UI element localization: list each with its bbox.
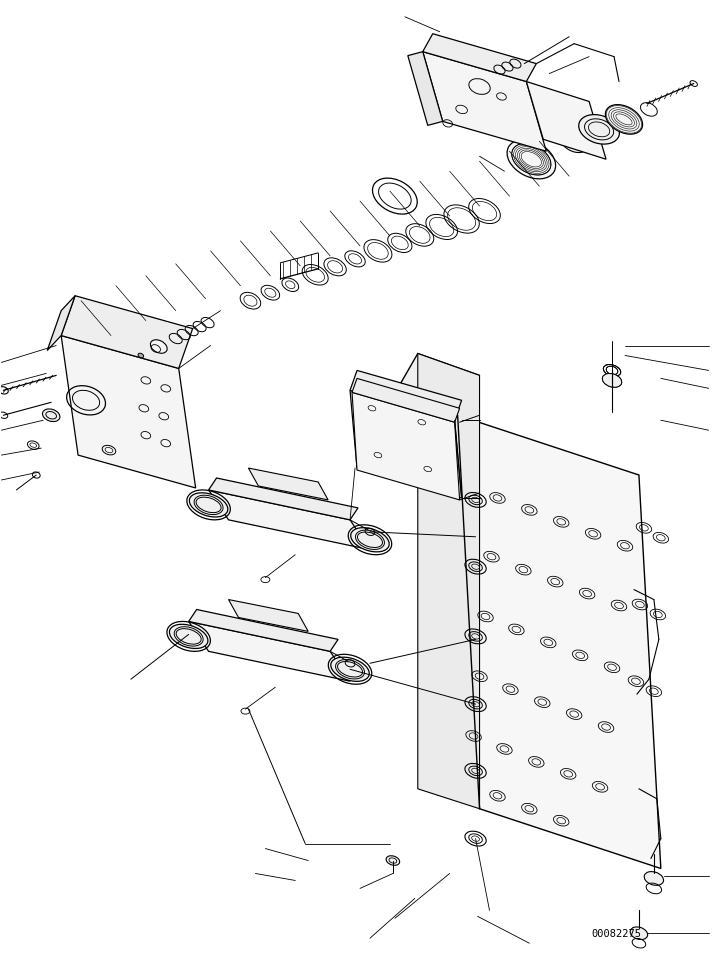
Polygon shape: [423, 52, 547, 151]
Ellipse shape: [630, 927, 648, 940]
Polygon shape: [352, 378, 460, 422]
Ellipse shape: [560, 130, 588, 152]
Text: 00082275: 00082275: [591, 929, 641, 939]
Polygon shape: [423, 34, 536, 81]
Polygon shape: [248, 468, 328, 500]
Ellipse shape: [579, 115, 619, 144]
Polygon shape: [350, 390, 461, 498]
Polygon shape: [408, 52, 443, 125]
Polygon shape: [188, 622, 350, 681]
Polygon shape: [352, 393, 460, 500]
Polygon shape: [209, 490, 370, 550]
Polygon shape: [458, 415, 661, 869]
Ellipse shape: [605, 104, 643, 134]
Ellipse shape: [602, 374, 622, 387]
Polygon shape: [228, 600, 308, 631]
Polygon shape: [47, 296, 75, 351]
Polygon shape: [188, 609, 338, 651]
Ellipse shape: [138, 354, 144, 357]
Ellipse shape: [507, 140, 556, 179]
Ellipse shape: [331, 657, 369, 681]
Ellipse shape: [351, 528, 389, 552]
Polygon shape: [350, 371, 461, 421]
Ellipse shape: [644, 872, 664, 885]
Ellipse shape: [189, 492, 228, 517]
Polygon shape: [395, 354, 479, 415]
Polygon shape: [209, 478, 358, 520]
Ellipse shape: [602, 374, 622, 387]
Ellipse shape: [386, 855, 400, 865]
Polygon shape: [526, 81, 606, 159]
Polygon shape: [61, 335, 196, 488]
Ellipse shape: [170, 625, 208, 649]
Ellipse shape: [43, 409, 60, 422]
Polygon shape: [61, 296, 193, 369]
Polygon shape: [418, 354, 479, 809]
Ellipse shape: [150, 340, 168, 354]
